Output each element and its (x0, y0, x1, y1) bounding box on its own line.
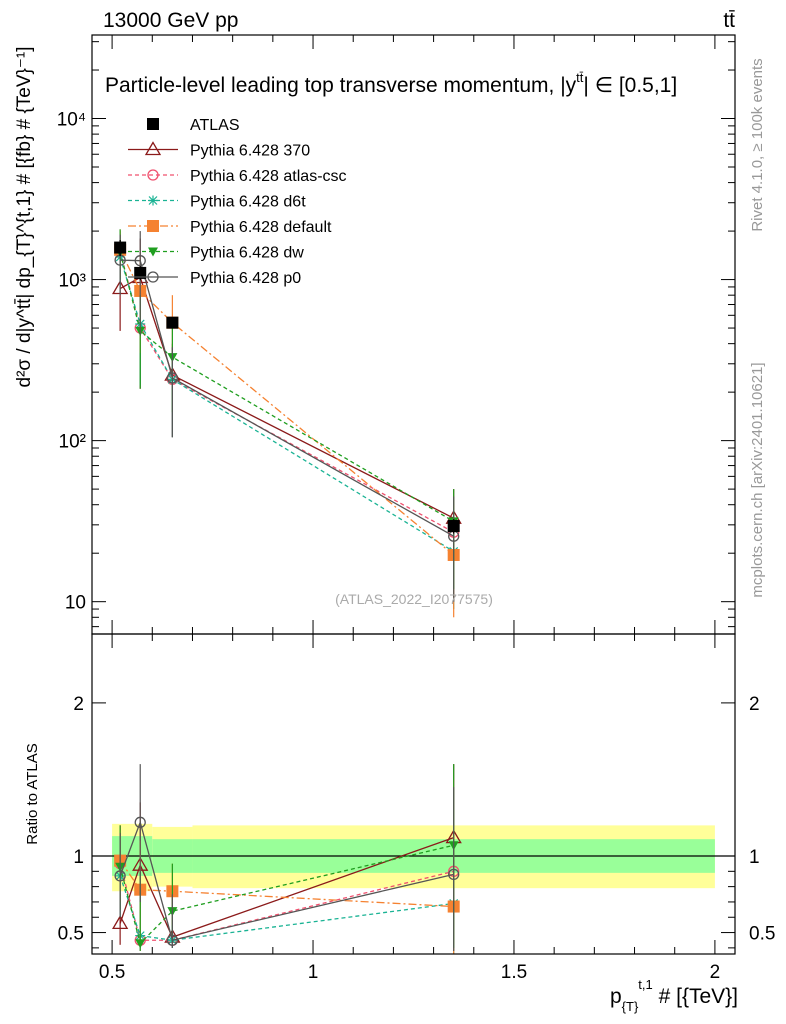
legend-label: Pythia 6.428 atlas-csc (190, 168, 347, 185)
series-line (119, 251, 455, 522)
legend-marker (148, 247, 158, 257)
legend-label: Pythia 6.428 p0 (190, 270, 301, 287)
x-axis-label-sup: t,1 (638, 977, 652, 992)
y-tick-label: 1 (73, 847, 84, 868)
ratio-point (114, 870, 126, 882)
x-axis-label-end: # [{TeV}] (653, 985, 738, 1008)
ratio-point (111, 915, 129, 930)
main-panel: 10 10² 10³ 10⁴ Particle-level leading top t… (14, 34, 736, 635)
data-point (166, 316, 179, 329)
data-point (134, 266, 147, 279)
process-label: tt̄ (723, 9, 735, 32)
legend-marker (144, 141, 162, 156)
legend-label: ATLAS (190, 117, 240, 134)
series-line (119, 251, 454, 533)
x-axis-label-sub: {T} (622, 999, 639, 1014)
x-tick-label: 0.5 (99, 962, 125, 983)
y-tick-label: 0.5 (58, 924, 84, 945)
data-point (447, 520, 460, 533)
ratio-line (119, 820, 454, 941)
series-pythia-6-428-d6t (115, 234, 459, 610)
y-tick-label: 10⁴ (57, 110, 86, 131)
legend-marker (147, 271, 159, 283)
legend-item: Pythia 6.428 atlas-csc (128, 168, 347, 185)
series-pythia-6-428-370 (111, 238, 462, 589)
main-title-text: Particle-level leading top transverse mo… (105, 74, 577, 97)
ratio-line (119, 837, 454, 938)
x-tick-label: 1.5 (501, 962, 527, 983)
ratio-panel: 0.5 0.5 1 1 2 2 0.5 1 1.5 2 Ratio to ATLAS p{T} t,… (24, 633, 775, 1014)
beam-label: 13000 GeV pp (103, 9, 238, 32)
ratio-line (119, 860, 454, 908)
series-line (119, 276, 454, 519)
legend-label: Pythia 6.428 d6t (190, 194, 306, 211)
y-tick-label-right: 0.5 (749, 924, 775, 945)
legend-item: Pythia 6.428 370 (128, 141, 310, 160)
legend-marker (147, 169, 159, 181)
legend-item: ATLAS (147, 117, 240, 134)
ratio-ylabel: Ratio to ATLAS (24, 743, 41, 844)
ratio-point (166, 934, 179, 946)
main-title-end: | ∈ [0.5,1] (583, 74, 677, 97)
data-point (134, 255, 146, 267)
legend-label: Pythia 6.428 dw (190, 245, 304, 262)
series-line (120, 259, 455, 537)
ratio-point (135, 939, 146, 949)
x-tick-label: 2 (710, 962, 721, 983)
main-frame (91, 34, 736, 635)
watermark: (ATLAS_2022_I2077575) (335, 591, 493, 607)
source-label: mcplots.cern.ch [arXiv:2401.10621] (749, 362, 766, 597)
rivet-label: Rivet 4.1.0, ≥ 100k events (749, 58, 766, 231)
y-tick-label: 2 (73, 694, 84, 715)
y-tick-label-right: 2 (749, 694, 760, 715)
series-line (119, 256, 455, 553)
y-tick-label-right: 1 (749, 847, 760, 868)
x-axis-label: p{T} t,1 # [{TeV}] (610, 977, 738, 1014)
ratio-frame (91, 633, 736, 955)
ratio-series-pythia-6-428-p0 (114, 764, 460, 951)
series-line (119, 249, 455, 556)
series-atlas-data (114, 240, 460, 534)
y-tick-label: 10² (59, 432, 86, 453)
legend-label: Pythia 6.428 default (190, 219, 332, 236)
x-axis-label-main: p (610, 985, 622, 1008)
y-tick-label: 10 (65, 593, 86, 614)
main-title-sup: tt̄ (576, 70, 584, 85)
ratio-line (119, 844, 454, 945)
data-point (114, 241, 127, 254)
legend-label: Pythia 6.428 370 (190, 143, 310, 160)
main-title: Particle-level leading top transverse mo… (105, 70, 677, 97)
legend-item: Pythia 6.428 d6t (128, 194, 306, 211)
legend-item: Pythia 6.428 default (128, 219, 332, 236)
legend-item: Pythia 6.428 dw (128, 245, 304, 262)
legend: ATLAS Pythia 6.428 370 Pythia 6.428 atlas-… (128, 117, 347, 287)
legend-marker (147, 220, 159, 232)
ratio-line (119, 875, 454, 941)
ratio-point (448, 868, 460, 881)
ratio-point (134, 816, 146, 828)
series-pythia-6-428-p0 (114, 231, 460, 602)
legend-marker (148, 195, 158, 206)
data-point (166, 372, 179, 384)
y-tick-label: 10³ (59, 271, 86, 292)
legend-item: Pythia 6.428 p0 (128, 270, 301, 287)
main-ylabel: d²σ / d|y^tt̄| dp_{T}^{t,1} # [{fb} # {T… (14, 46, 35, 387)
legend-marker (147, 118, 159, 130)
x-tick-label: 1 (308, 962, 319, 983)
